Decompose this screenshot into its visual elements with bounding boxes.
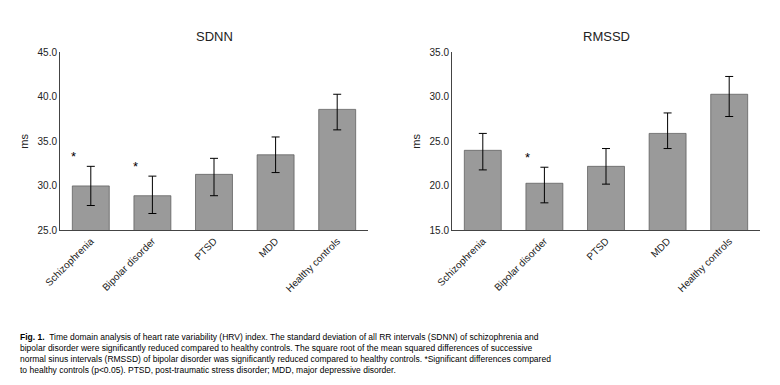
svg-text:SDNN: SDNN [196,29,233,44]
svg-text:45.0: 45.0 [38,47,58,58]
svg-text:MDD: MDD [649,236,673,260]
svg-text:*: * [133,159,138,174]
svg-text:ms: ms [18,134,30,149]
svg-text:Bipolar disorder: Bipolar disorder [492,235,550,293]
svg-text:35.0: 35.0 [38,136,58,147]
svg-text:25.0: 25.0 [430,136,450,147]
svg-text:Healthy controls: Healthy controls [676,236,734,294]
svg-text:40.0: 40.0 [38,91,58,102]
svg-text:Bipolar disorder: Bipolar disorder [100,235,158,293]
svg-text:30.0: 30.0 [430,91,450,102]
svg-text:35.0: 35.0 [430,47,450,58]
svg-text:25.0: 25.0 [38,225,58,236]
svg-text:PTSD: PTSD [584,236,611,263]
svg-text:*: * [71,149,76,164]
svg-text:ms: ms [410,134,422,149]
svg-text:15.0: 15.0 [430,225,450,236]
svg-text:Schizophrenia: Schizophrenia [43,235,96,288]
svg-text:Schizophrenia: Schizophrenia [435,235,488,288]
svg-text:Fig. 1. Time domain analysis: Fig. 1. Time domain analysis of heart ra… [20,332,551,375]
svg-text:RMSSD: RMSSD [583,29,630,44]
svg-text:MDD: MDD [257,236,281,260]
svg-text:20.0: 20.0 [430,180,450,191]
svg-text:30.0: 30.0 [38,180,58,191]
svg-text:Healthy controls: Healthy controls [284,236,342,294]
svg-text:*: * [525,150,530,165]
svg-text:PTSD: PTSD [192,236,219,263]
